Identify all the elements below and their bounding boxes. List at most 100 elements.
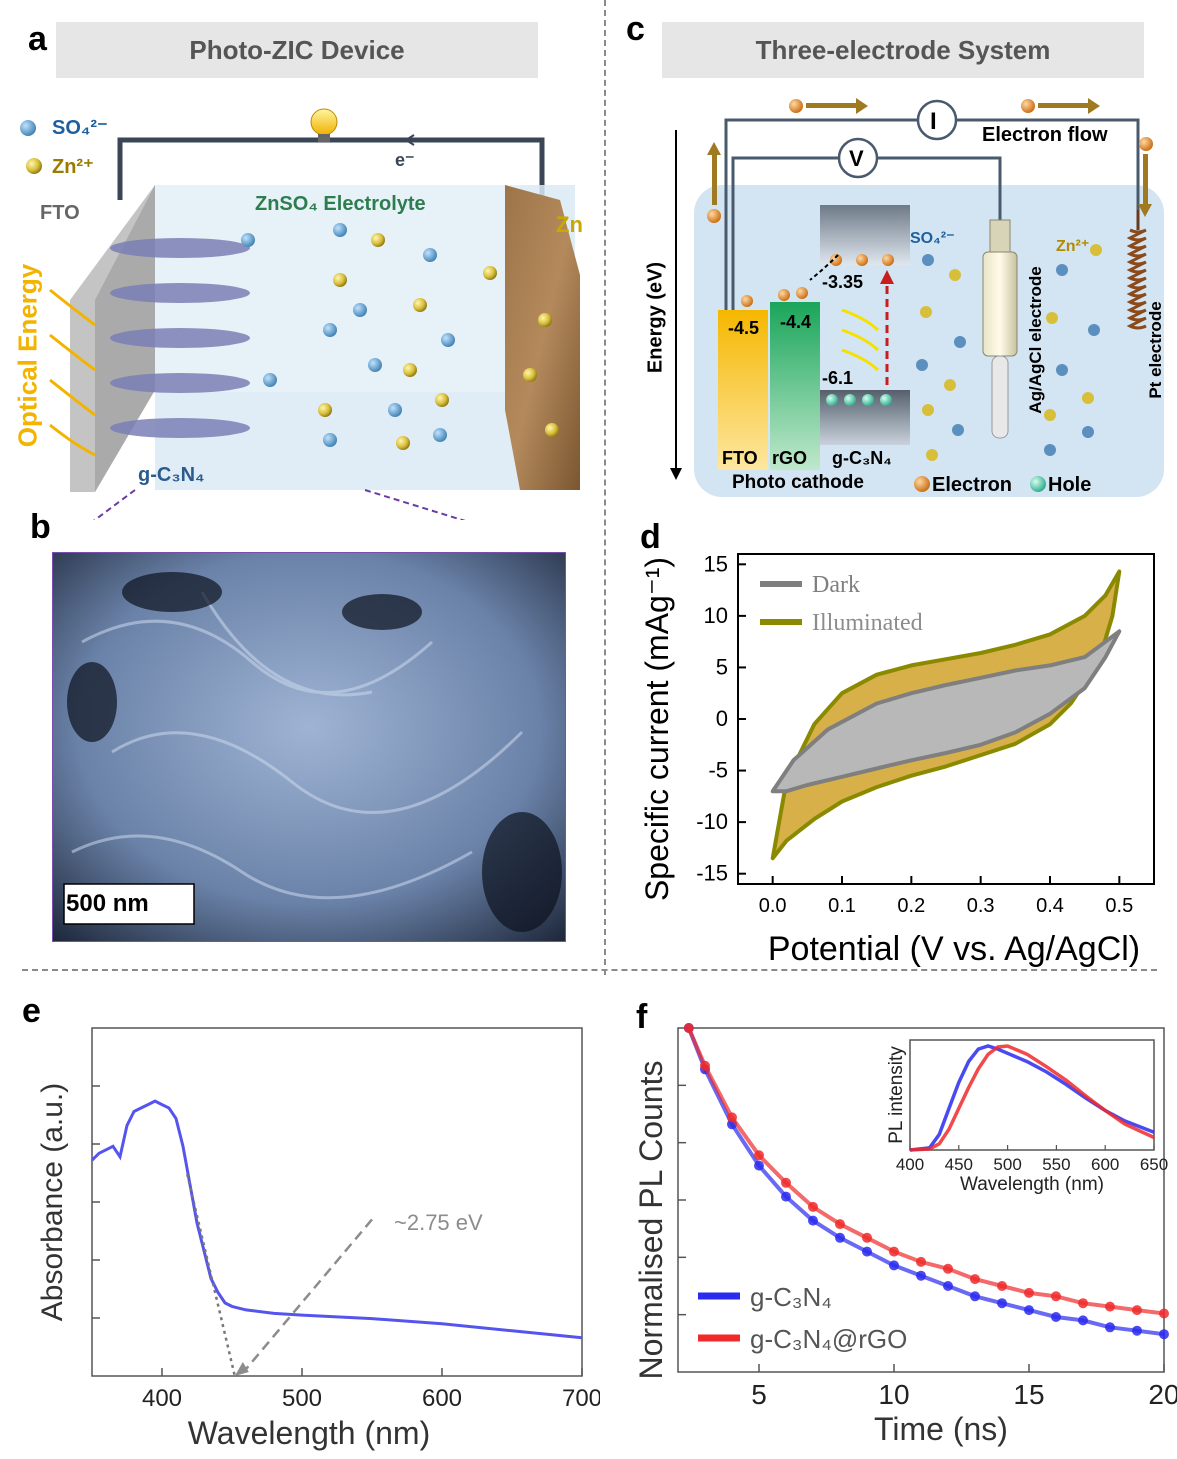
panel-c-diagram [670,98,1164,497]
x-axis-label: Potential (V vs. Ag/AgCl) [768,930,1140,968]
inset-x-tick-label: 400 [896,1155,924,1174]
cb-level-label: -3.35 [822,272,864,292]
inset-x-tick-label: 450 [945,1155,973,1174]
x-tick-label: 600 [422,1385,462,1412]
panel-b-label: b [30,508,51,546]
ag-agcl-electrode [982,251,1018,357]
panel-a-title: Photo-ZIC Device [56,22,538,78]
light-rays-icon [841,308,880,372]
inset-x-axis-label: Wavelength (nm) [960,1174,1104,1195]
x-tick-label: 10 [878,1379,909,1410]
inset-x-tick-label: 650 [1140,1155,1168,1174]
decay-curve [686,1027,1165,1337]
fto-label: FTO [40,202,80,224]
bandgap-annotation: ~2.75 eV [394,1210,483,1235]
inset-y-axis-label: PL intensity [886,1046,907,1144]
absorbance-chart: 400 500 600 700 Wavelength (nm) Absorbance (a… [36,1027,600,1451]
panel-a-label: a [28,20,47,58]
electron-legend-label: Electron [932,474,1013,496]
x-tick-label: 0.0 [759,895,787,917]
ammeter-icon [916,99,958,141]
pl-decay-chart: 5 10 15 20 Time (ns) Normalised PL Counts g-C₃… [633,1023,1177,1447]
zn-electrode-label: Zn [556,212,583,237]
electron-legend-icon [914,476,930,492]
ions [241,223,559,450]
y-tick-label: 10 [704,603,728,628]
absorbance-line [90,1099,583,1340]
photocathode-label: Photo cathode [732,472,864,493]
energy-axis-label: Energy (eV) [644,261,667,374]
panel-c-title: Three-electrode System [662,22,1144,78]
fto-level-label: -4.5 [728,318,760,338]
electron-arrow-icon [404,134,420,146]
legend-so4-label: SO₄²⁻ [52,117,108,139]
gcn-label: g-C₃N₄ [138,464,205,486]
electron-flow-arrows-icon [707,98,1153,223]
x-tick-label: 0.3 [967,895,995,917]
x-tick-label: 0.5 [1105,895,1133,917]
annotation-arrow [245,1218,373,1370]
y-tick-label: 0 [716,706,728,731]
zn-plate [505,185,580,490]
legend-zn-label: Zn²⁺ [52,156,94,178]
so4-ion-label: SO₄²⁻ [910,230,955,247]
y-tick-label: 5 [716,654,728,679]
rgo-level-label: -4.4 [780,312,812,332]
panel-e-label: e [22,992,41,1030]
x-tick-label: 5 [751,1379,767,1410]
y-axis-label: Absorbance (a.u.) [36,1083,69,1321]
light-arrows-icon [49,288,96,457]
inset-x-tick-label: 500 [993,1155,1021,1174]
ammeter-symbol: I [930,108,937,135]
voltmeter-symbol: V [849,146,864,171]
x-axis-label: Time (ns) [874,1411,1008,1447]
y-tick-label: -5 [708,758,728,783]
vb-level-label: -6.1 [822,368,854,388]
panel-d-label: d [640,518,661,556]
x-tick-label: 20 [1148,1379,1177,1410]
legend-gcn-label: g-C₃N₄ [750,1282,832,1312]
x-tick-label: 700 [562,1385,600,1412]
x-tick-label: 15 [1013,1379,1044,1410]
vertical-divider [604,0,606,975]
panel-c-label: c [626,10,645,48]
annotation-arrowhead [234,1362,249,1376]
ag-agcl-electrode-label: Ag/AgCl electrode [1026,266,1045,414]
rgo-band [770,302,820,470]
inset-x-tick-label: 550 [1042,1155,1070,1174]
gcn-band-label: g-C₃N₄ [832,448,892,468]
x-axis-label: Wavelength (nm) [188,1415,430,1451]
legend-gcn-rgo-label: g-C₃N₄@rGO [750,1324,907,1354]
inset-spectrum-line [909,1044,1155,1152]
electron-flow-label: Electron flow [982,124,1108,146]
horizontal-divider [22,969,1157,971]
plot-frame [91,1027,583,1377]
legend-illuminated-label: Illuminated [812,610,923,636]
panel-f-label: f [636,998,648,1036]
pt-electrode-label: Pt electrode [1146,301,1165,399]
cv-chart: 0.0 0.1 0.2 0.3 0.4 0.5 15 10 5 0 -5 -10 -15 Potentia… [639,551,1155,968]
fto-band [718,310,768,470]
x-tick-label: 0.2 [897,895,925,917]
voltmeter-icon [837,137,879,179]
legend-dark-label: Dark [812,572,860,598]
inset-x-tick-label: 600 [1091,1155,1119,1174]
decay-curve [686,1027,1165,1316]
zn-ion-label: Zn²⁺ [1056,238,1090,255]
fto-band-label: FTO [722,448,758,468]
y-axis-label: Normalised PL Counts [633,1061,669,1380]
y-tick-label: 15 [704,551,728,576]
lightbulb-icon [310,108,338,142]
hole-legend-label: Hole [1048,474,1092,496]
electron-label: e⁻ [395,150,415,170]
x-tick-label: 400 [142,1385,182,1412]
y-tick-label: -15 [696,861,728,886]
x-tick-label: 0.1 [828,895,856,917]
scale-bar-label: 500 nm [66,890,149,917]
y-axis-label: Specific current (mAg⁻¹) [639,557,675,901]
panel-a-device-illustration [20,108,580,520]
rgo-band-label: rGO [772,448,808,468]
hole-legend-icon [1030,476,1046,492]
x-tick-label: 0.4 [1036,895,1064,917]
pt-electrode [1126,228,1147,330]
